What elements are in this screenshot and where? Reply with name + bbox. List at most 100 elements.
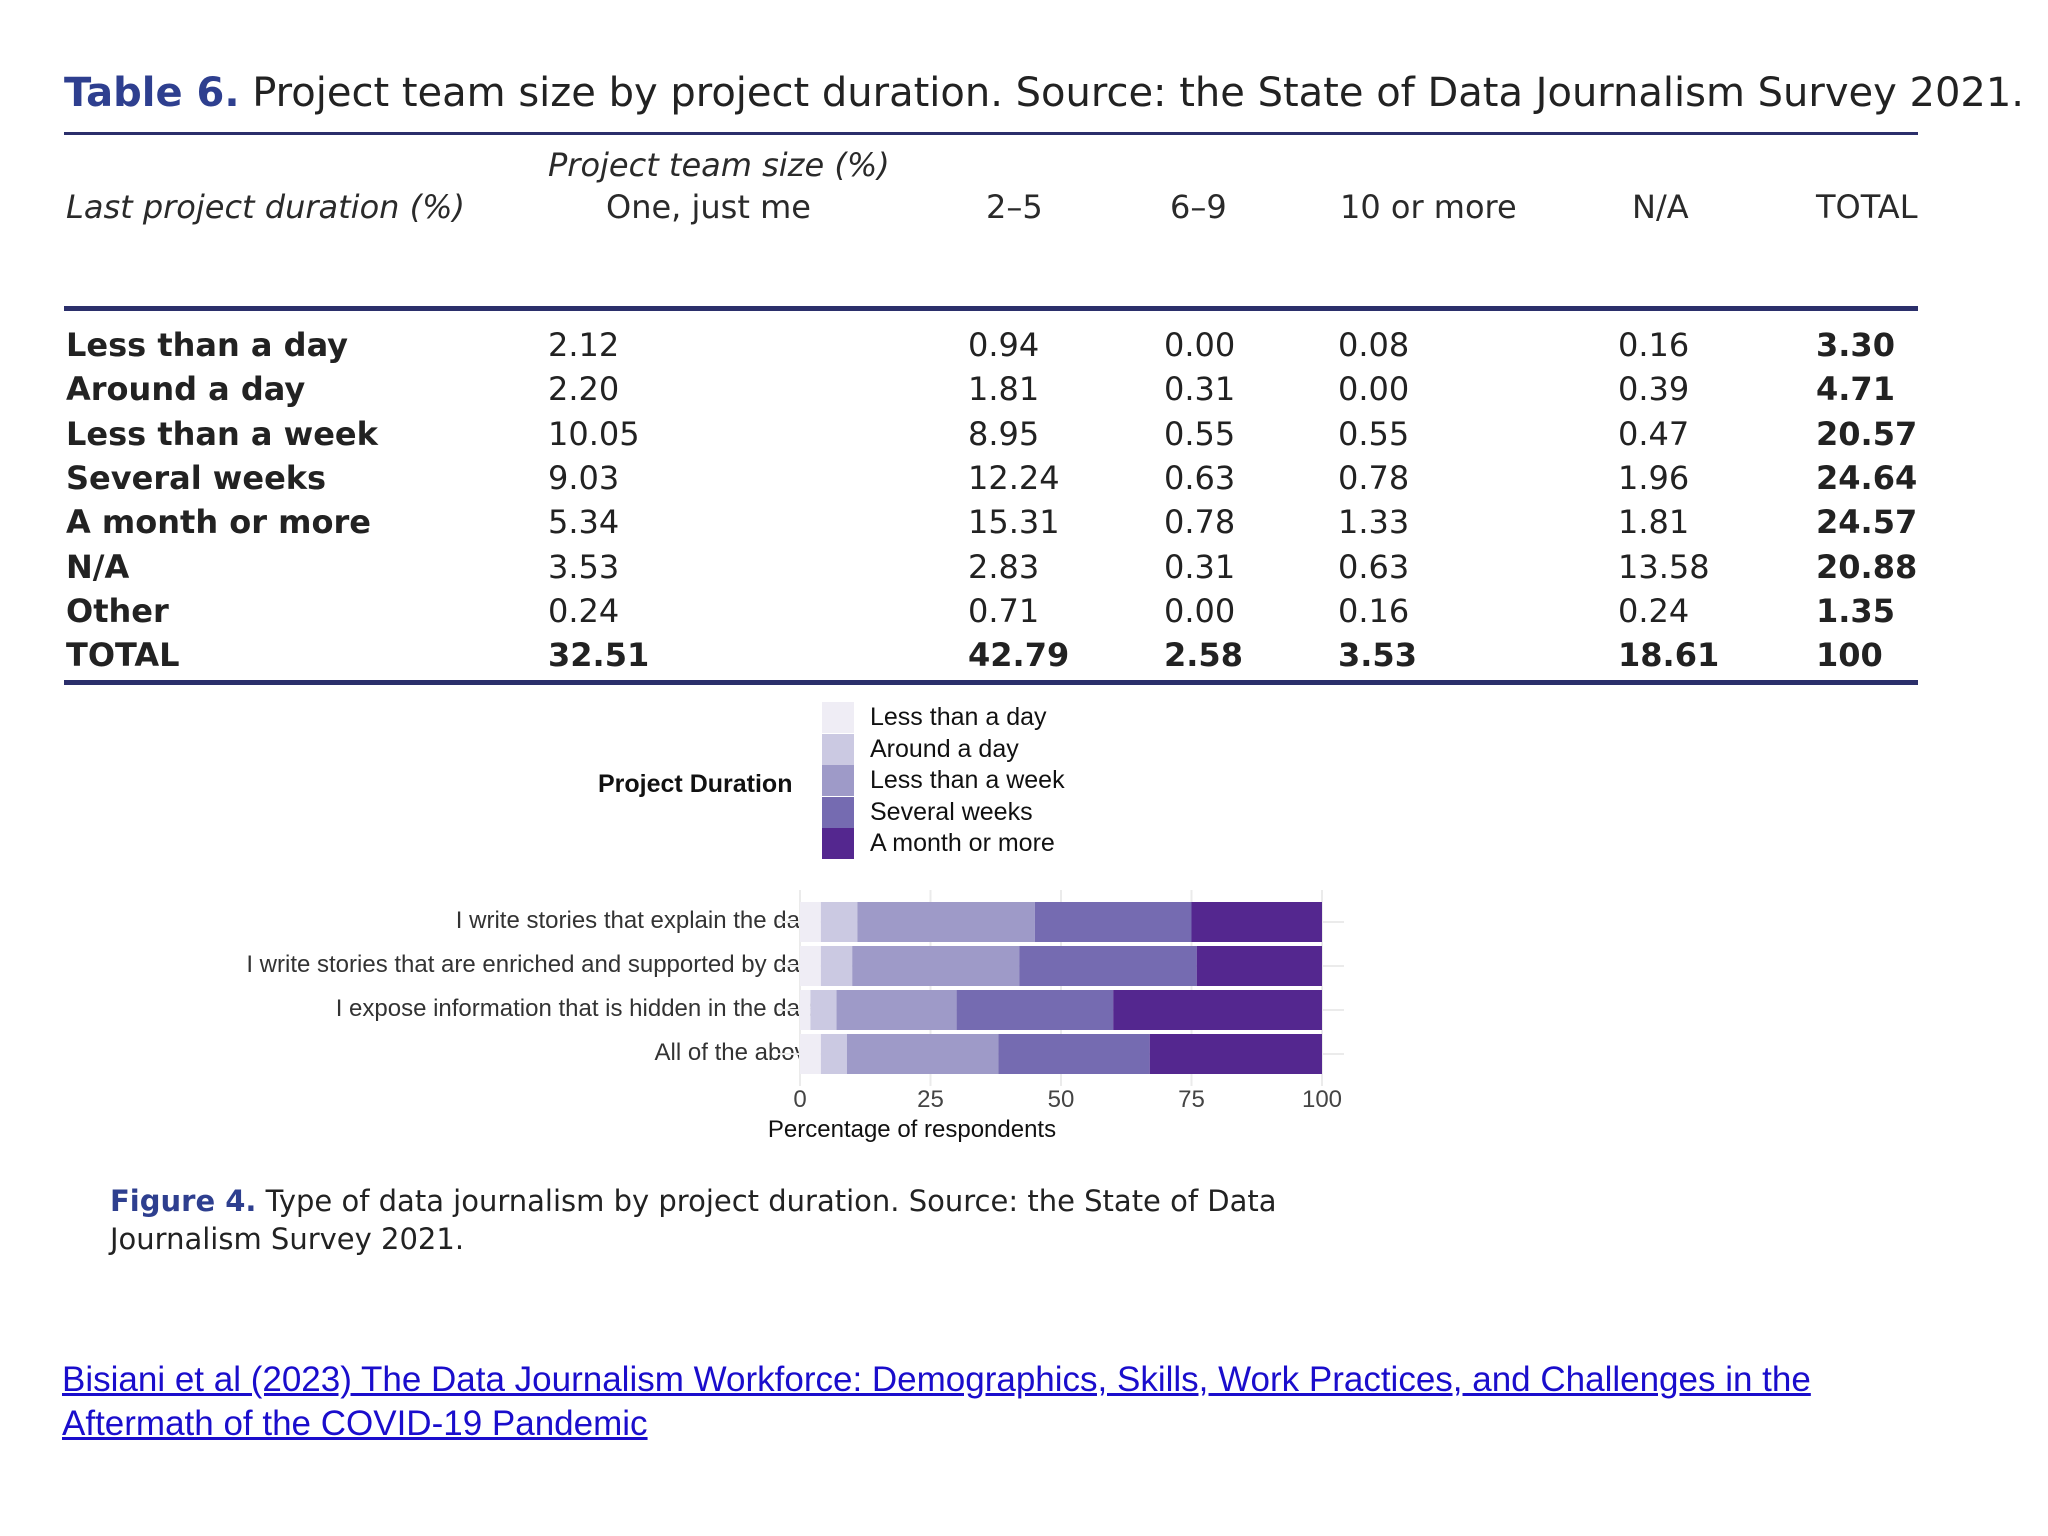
table-row-label: Less than a day [66, 326, 349, 364]
table-cell: 100 [1816, 636, 1883, 675]
table-column-header: 2–5 [986, 188, 1043, 226]
legend-label: Less than a week [870, 766, 1065, 794]
bar-segment [998, 1034, 1150, 1074]
table-row-label: N/A [66, 547, 130, 586]
bar-segment [1019, 946, 1197, 986]
table-cell: 42.79 [968, 636, 1070, 675]
x-tick-label: 0 [793, 1086, 807, 1113]
table-cell: 3.30 [1816, 326, 1895, 364]
table-cell: 2.20 [548, 370, 620, 409]
legend-swatch [822, 702, 854, 733]
table-column-header: 10 or more [1340, 188, 1517, 226]
table-cell: 0.71 [968, 591, 1040, 630]
category-label: I write stories that are enriched and su… [246, 951, 820, 978]
bar-segment [810, 990, 837, 1030]
bar-segment [1113, 990, 1322, 1030]
legend-swatch [822, 796, 854, 828]
table-cell: 0.24 [548, 591, 620, 630]
table-cell: 1.81 [968, 370, 1040, 409]
bar-segment [800, 946, 821, 986]
table-cell: 0.78 [1338, 458, 1410, 497]
bar-segment [857, 902, 1035, 942]
table-cell: 0.16 [1618, 326, 1690, 364]
table-bottom-rule [64, 680, 1918, 685]
citation-link[interactable]: Bisiani et al (2023) The Data Journalism… [62, 1360, 1811, 1443]
bar-segment [1191, 902, 1322, 942]
table-row-label: Several weeks [66, 458, 327, 497]
table-column-header: N/A [1632, 188, 1689, 226]
legend-label: Less than a day [870, 703, 1047, 731]
table-caption-text: Project team size by project duration. S… [252, 70, 2025, 116]
x-tick-label: 50 [1047, 1086, 1075, 1113]
x-tick-label: 100 [1301, 1086, 1343, 1113]
figure-caption-label: Figure 4. [110, 1184, 257, 1218]
legend-label: Several weeks [870, 797, 1033, 826]
table-cell: 20.57 [1816, 414, 1918, 453]
figure-4: Project Duration Less than a day Around a… [110, 640, 1410, 1300]
table-cell: 0.24 [1618, 591, 1690, 630]
table-cell: 1.81 [1618, 503, 1690, 542]
table-caption: Table 6. Project team size by project du… [64, 70, 2024, 116]
bar-segment [800, 1034, 821, 1074]
figure-caption: Figure 4. Type of data journalism by pro… [110, 1182, 1410, 1258]
table-header-rule [64, 306, 1918, 311]
table-top-rule [64, 132, 1918, 135]
table-column-header: TOTAL [1816, 188, 1918, 226]
legend-swatch [822, 765, 854, 796]
table-cell: 0.00 [1338, 370, 1410, 409]
table-cell: 1.35 [1816, 591, 1895, 630]
table-cell: 5.34 [548, 503, 620, 542]
table-row-label: Less than a week [66, 414, 378, 453]
table-cell: 3.53 [1338, 636, 1417, 675]
legend-label: A month or more [870, 829, 1055, 857]
table-cell: 2.12 [548, 326, 620, 364]
bar-segment [846, 1034, 999, 1074]
bar-segment [1196, 946, 1322, 986]
bar-segment [956, 990, 1114, 1030]
legend-label: Around a day [870, 734, 1019, 763]
table-cell: 0.55 [1338, 414, 1410, 453]
table-cell: 0.16 [1338, 591, 1410, 630]
table-cell: 2.83 [968, 547, 1040, 586]
x-axis-title: Percentage of respondents [767, 1116, 1057, 1143]
table-caption-label: Table 6. [64, 70, 240, 116]
legend-swatch [822, 828, 854, 859]
bar-segment [1034, 902, 1192, 942]
bar-segment [820, 1034, 847, 1074]
table-row-label: A month or more [66, 503, 371, 542]
table-cell: 4.71 [1816, 370, 1895, 409]
bar-segment [836, 990, 957, 1030]
table-row-header-title: Last project duration (%) [66, 188, 465, 226]
table-cell: 0.63 [1338, 547, 1410, 586]
category-label: I write stories that explain the data [455, 907, 820, 934]
table-cell: 12.24 [968, 458, 1060, 497]
table-cell: 0.47 [1618, 414, 1690, 453]
table-cell: 0.00 [1164, 591, 1236, 630]
table-cell: 3.53 [548, 547, 620, 586]
table-spanner-header: Project team size (%) [548, 146, 890, 184]
table-cell: 13.58 [1618, 547, 1710, 586]
bar-segment [800, 990, 811, 1030]
table-cell: 15.31 [968, 503, 1060, 542]
table-cell: 0.55 [1164, 414, 1236, 453]
table-column-header: 6–9 [1170, 188, 1227, 226]
table-row-label: Other [66, 591, 169, 630]
table-cell: 0.31 [1164, 547, 1236, 586]
table-cell: 0.78 [1164, 503, 1236, 542]
table-cell: 0.00 [1164, 326, 1236, 364]
category-label: I expose information that is hidden in t… [335, 995, 820, 1022]
table-cell: 20.88 [1816, 547, 1918, 586]
table-cell: 1.33 [1338, 503, 1410, 542]
bar-segment [852, 946, 1020, 986]
table-cell: 24.64 [1816, 458, 1918, 497]
table-cell: 0.94 [968, 326, 1040, 364]
bar-segment [1149, 1034, 1322, 1074]
stacked-bar-chart [778, 890, 1344, 1086]
table-cell: 8.95 [968, 414, 1040, 453]
table-cell: 24.57 [1816, 503, 1918, 542]
table-cell: 9.03 [548, 458, 620, 497]
figure-caption-text: Type of data journalism by project durat… [110, 1184, 1277, 1256]
table-cell: 0.63 [1164, 458, 1236, 497]
legend-title: Project Duration [598, 770, 793, 798]
table-cell: 1.96 [1618, 458, 1690, 497]
